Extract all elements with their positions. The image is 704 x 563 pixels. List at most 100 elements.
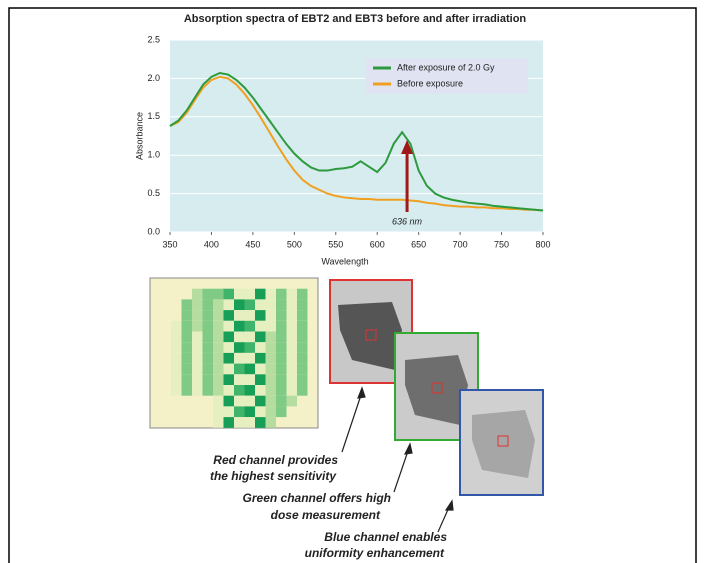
roi <box>431 382 443 394</box>
pixel <box>297 310 308 321</box>
pixel <box>265 417 276 428</box>
pixel <box>244 406 255 418</box>
pixel <box>265 385 276 396</box>
film <box>405 355 468 425</box>
pixel <box>265 406 276 418</box>
pixel <box>192 310 203 321</box>
pixel <box>171 342 182 353</box>
series-line <box>169 75 544 212</box>
pixel <box>265 320 276 332</box>
pixel <box>223 352 234 364</box>
pixel <box>223 406 234 418</box>
pixel <box>244 288 255 300</box>
annotation-arrowhead <box>401 140 414 154</box>
pixel <box>213 363 224 375</box>
pixel <box>286 395 297 407</box>
pixel <box>234 363 245 375</box>
pixel <box>213 417 224 428</box>
pixel <box>223 385 234 396</box>
pixel <box>255 406 266 418</box>
legend-label: Before exposure <box>397 78 463 88</box>
pixel <box>244 395 255 407</box>
pixel <box>265 363 276 375</box>
pixel <box>265 331 276 343</box>
pixel <box>234 299 245 311</box>
pixel <box>223 395 234 407</box>
pixel <box>181 374 192 385</box>
pixel <box>202 310 213 321</box>
pixel <box>223 310 234 321</box>
pixel <box>265 310 276 321</box>
pixel <box>234 417 245 428</box>
pixel <box>244 417 255 428</box>
pixel <box>255 385 266 396</box>
x-tick-label: 600 <box>370 239 385 249</box>
pixel <box>213 320 224 332</box>
frame <box>8 7 697 563</box>
pixel <box>213 310 224 321</box>
arrowhead <box>357 386 366 399</box>
pixel <box>234 288 245 300</box>
arrow <box>393 447 410 493</box>
pixel <box>297 342 308 353</box>
pixel <box>255 288 266 300</box>
green-panel <box>394 332 479 441</box>
chart-layer: 0.0 0.5 1.0 1.5 2.0 2.5 350 400 450 500 550 600 650 7… <box>147 34 550 249</box>
pixel <box>255 374 266 385</box>
y-tick-label: 2.0 <box>147 73 160 83</box>
pixel <box>286 385 297 396</box>
pixel <box>213 299 224 311</box>
x-tick-label: 550 <box>328 239 343 249</box>
pixel <box>244 320 255 332</box>
pixel <box>234 385 245 396</box>
pixel <box>202 374 213 385</box>
pixel <box>171 374 182 385</box>
pixel <box>276 331 287 343</box>
pixel <box>202 385 213 396</box>
pixel <box>213 331 224 343</box>
pixel <box>297 385 308 396</box>
pixel <box>223 417 234 428</box>
film <box>472 410 535 478</box>
pixel <box>255 395 266 407</box>
blue-panel <box>459 389 544 496</box>
pixel <box>255 352 266 364</box>
arrow <box>341 391 363 453</box>
pixel <box>286 331 297 343</box>
pixel <box>171 385 182 396</box>
pixel <box>265 395 276 407</box>
dose-map-pixels <box>171 288 308 428</box>
pixel <box>244 363 255 375</box>
caption: Red channel provides <box>213 453 338 467</box>
pixel <box>255 299 266 311</box>
pixel <box>213 374 224 385</box>
y-tick-label: 2.5 <box>147 34 160 44</box>
chart-title: Absorption spectra of EBT2 and EBT3 befo… <box>184 13 527 25</box>
pixel <box>255 310 266 321</box>
arrowhead <box>444 499 454 511</box>
pixel <box>244 385 255 396</box>
annotation-label: 636 nm <box>392 216 423 226</box>
pixel <box>276 320 287 332</box>
pixel <box>244 342 255 353</box>
pixel <box>171 352 182 364</box>
pixel <box>276 395 287 407</box>
pixel <box>244 374 255 385</box>
pixel <box>234 374 245 385</box>
caption-arrows <box>341 386 454 533</box>
pixel <box>223 288 234 300</box>
red-panel <box>329 279 413 384</box>
pixel <box>297 374 308 385</box>
pixel <box>286 320 297 332</box>
pixel <box>171 363 182 375</box>
caption: uniformity enhancement <box>305 546 445 560</box>
pixel <box>202 352 213 364</box>
pixel <box>244 352 255 364</box>
pixel <box>265 299 276 311</box>
pixel <box>244 299 255 311</box>
pixel <box>265 342 276 353</box>
roi <box>497 435 509 447</box>
pixel <box>265 288 276 300</box>
pixel <box>265 352 276 364</box>
